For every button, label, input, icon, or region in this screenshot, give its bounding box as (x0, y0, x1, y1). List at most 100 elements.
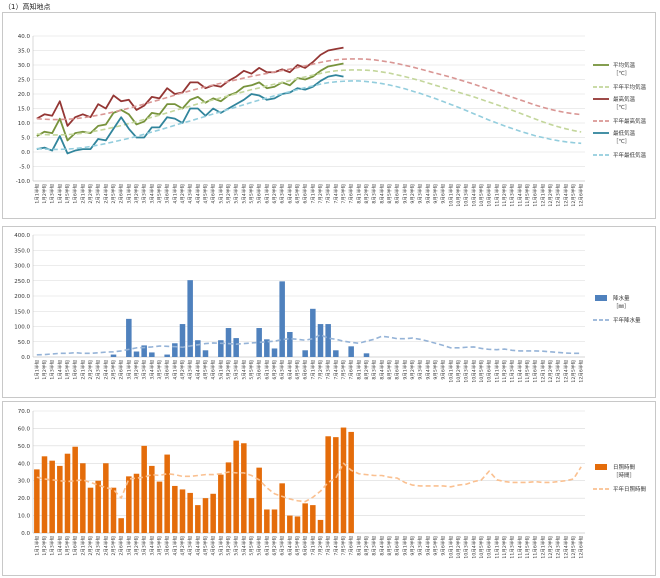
x-tick-label: 7月4半旬 (332, 360, 339, 380)
x-tick-label: 2月2半旬 (87, 360, 94, 380)
x-tick-label: 3月6半旬 (164, 360, 171, 380)
x-tick-label: 2月1半旬 (79, 360, 86, 380)
x-tick-label: 5月5半旬 (248, 360, 255, 380)
x-tick-label: 9月4半旬 (424, 184, 431, 204)
rain-bar (218, 340, 224, 357)
x-tick-label: 2月6半旬 (118, 360, 125, 380)
sun-bar (126, 476, 132, 533)
x-tick-label: 11月6半旬 (532, 360, 539, 383)
x-tick-label: 3月1半旬 (125, 184, 132, 204)
x-tick-label: 2月3半旬 (95, 360, 102, 380)
x-tick-label: 7月6半旬 (348, 360, 355, 380)
sun-bar (271, 509, 278, 533)
x-tick-label: 1月2半旬 (41, 536, 48, 556)
y-tick-label: 0.0 (21, 531, 30, 537)
x-tick-label: 3月2半旬 (133, 360, 140, 380)
x-tick-label: 2月4半旬 (102, 536, 109, 556)
x-tick-label: 2月4半旬 (102, 360, 109, 380)
y-tick-label: 10.0 (18, 514, 31, 520)
y-tick-label: 15.0 (18, 107, 31, 113)
x-tick-label: 8月1半旬 (355, 360, 362, 380)
page-title: （1）高知地点 (4, 3, 51, 11)
x-tick-label: 4月1半旬 (171, 360, 178, 380)
sun-bar (80, 463, 86, 533)
precipitation-chart: 0.0 50.0 100.0 150.0 200.0 250.0 300.0 350.0 400… (14, 233, 641, 383)
y-tick-label: 50.0 (18, 340, 31, 346)
x-tick-label: 1月2半旬 (41, 360, 48, 380)
x-tick-label: 9月2半旬 (409, 360, 416, 380)
x-tick-label: 1月6半旬 (72, 360, 79, 380)
x-tick-label: 11月5半旬 (524, 184, 531, 207)
x-tick-label: 1月5半旬 (64, 536, 71, 556)
x-tick-label: 11月2半旬 (501, 184, 508, 207)
y-tick-label: 20.0 (18, 92, 31, 98)
precipitation-chart-panel: 0.0 50.0 100.0 150.0 200.0 250.0 300.0 350.0 400… (2, 226, 656, 398)
avg-legend-label: ［℃］ (613, 70, 630, 77)
x-tick-label: 12月4半旬 (562, 536, 569, 559)
y-tick-label: 150.0 (14, 309, 30, 315)
rain-bar (279, 281, 285, 357)
rain-bar (195, 340, 201, 357)
x-tick-label: 9月4半旬 (424, 536, 431, 556)
x-tick-label: 1月1半旬 (33, 184, 40, 204)
x-tick-label: 10月3半旬 (463, 536, 470, 559)
sun-bar (248, 498, 255, 533)
rain-bar (287, 331, 293, 357)
x-tick-label: 10月5半旬 (478, 360, 485, 383)
x-tick-label: 7月1半旬 (309, 184, 316, 204)
x-tick-label: 6月4半旬 (286, 360, 293, 380)
x-tick-label: 6月6半旬 (302, 360, 309, 380)
sun-bar (64, 453, 71, 533)
x-tick-label: 2月1半旬 (79, 536, 86, 556)
x-tick-label: 8月6半旬 (394, 536, 401, 556)
x-tick-label: 6月1半旬 (263, 184, 270, 204)
x-tick-label: 11月6半旬 (532, 536, 539, 559)
x-tick-label: 12月6半旬 (578, 536, 585, 559)
x-tick-label: 5月3半旬 (233, 184, 240, 204)
x-tick-label: 4月6半旬 (210, 360, 217, 380)
rain-bar (325, 324, 331, 357)
x-tick-label: 10月4半旬 (470, 360, 477, 383)
x-tick-label: 4月3半旬 (187, 360, 194, 380)
x-tick-label: 10月4半旬 (470, 184, 477, 207)
x-tick-label: 3月4半旬 (148, 360, 155, 380)
x-tick-label: 1月1半旬 (33, 360, 40, 380)
rain-bar (363, 353, 370, 357)
x-tick-label: 7月4半旬 (332, 536, 339, 556)
y-tick-label: 50.0 (18, 444, 31, 450)
y-tick-label: 10.0 (18, 121, 31, 127)
x-tick-label: 12月5半旬 (570, 184, 577, 207)
y-tick-label: 100.0 (14, 325, 30, 331)
sun-bar (256, 467, 262, 533)
x-tick-label: 8月3半旬 (371, 184, 378, 204)
y-tick-label: 40.0 (18, 461, 31, 467)
x-tick-label: 3月5半旬 (156, 536, 163, 556)
avg-line (36, 62, 344, 142)
x-tick-label: 12月1半旬 (539, 536, 546, 559)
x-tick-label: 2月4半旬 (102, 184, 109, 204)
sun-bar (49, 460, 55, 533)
sun_normal-line (36, 462, 582, 503)
x-tick-label: 6月4半旬 (286, 184, 293, 204)
x-tick-label: 5月6半旬 (256, 536, 263, 556)
sun-bar (149, 465, 155, 533)
y-tick-label: 30.0 (18, 479, 31, 485)
sun-legend-marker (595, 464, 607, 470)
x-tick-label: 4月3半旬 (187, 536, 194, 556)
x-tick-label: 5月1半旬 (217, 360, 224, 380)
x-tick-label: 8月2半旬 (363, 184, 370, 204)
x-tick-label: 11月3半旬 (509, 360, 516, 383)
x-tick-label: 6月5半旬 (294, 184, 301, 204)
min-legend-label: 最低気温 (613, 129, 636, 137)
sun-bar (294, 516, 301, 533)
x-tick-label: 3月3半旬 (141, 184, 148, 204)
x-tick-label: 1月5半旬 (64, 184, 71, 204)
x-tick-label: 4月1半旬 (171, 536, 178, 556)
x-tick-label: 2月6半旬 (118, 184, 125, 204)
x-tick-label: 11月1半旬 (493, 536, 500, 559)
rain-bar (333, 350, 339, 357)
x-tick-label: 7月6半旬 (348, 184, 355, 204)
sun-bar (110, 487, 117, 533)
x-tick-label: 8月4半旬 (378, 184, 385, 204)
x-tick-label: 12月2半旬 (547, 184, 554, 207)
